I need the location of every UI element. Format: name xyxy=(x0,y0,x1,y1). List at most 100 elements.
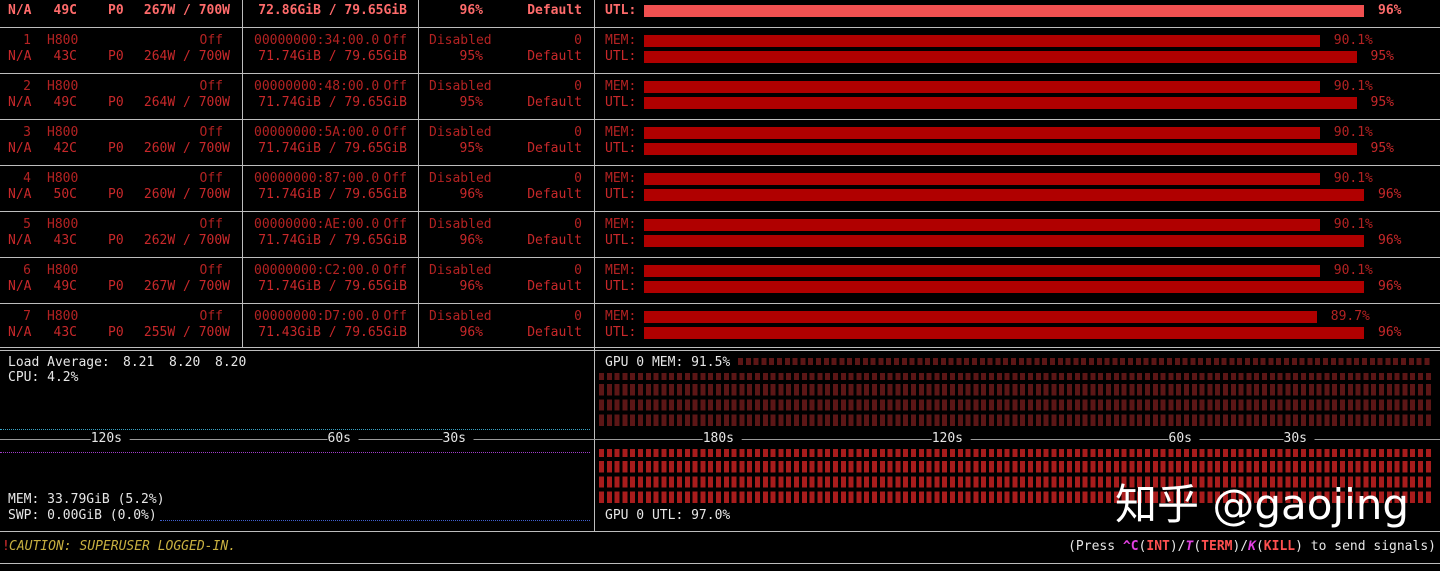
mig: Disabled xyxy=(429,125,492,140)
compute-mode: Default xyxy=(527,325,582,340)
mem-history xyxy=(598,373,1432,430)
mem-bar-label: 90.1% xyxy=(1333,33,1373,48)
fan: N/A xyxy=(8,3,32,18)
host-mem: MEM: 33.79GiB (5.2%) xyxy=(8,492,165,507)
perf-state: P0 xyxy=(108,95,124,110)
mem-bar xyxy=(644,219,1320,231)
ecc: 0 xyxy=(574,263,582,278)
bus-id: 00000000:D7:00.0 xyxy=(254,309,380,324)
gpu-util: 96% xyxy=(459,233,483,248)
utl-label: UTL: xyxy=(605,95,637,110)
temperature: 49C xyxy=(53,95,77,110)
signals-part: INT xyxy=(1146,539,1170,554)
persistence: Off xyxy=(199,33,223,48)
timeline-label: 30s xyxy=(1283,431,1315,447)
timeline-label: 120s xyxy=(90,431,130,447)
mem-label: MEM: xyxy=(605,79,637,94)
gpu-utl-history: GPU 0 UTL: 97.0% xyxy=(605,508,739,524)
memory-usage: 71.74GiB / 79.65GiB xyxy=(258,187,407,202)
memory-usage: 71.74GiB / 79.65GiB xyxy=(258,233,407,248)
ecc: 0 xyxy=(574,309,582,324)
power: 260W / 700W xyxy=(143,141,230,156)
utl-history xyxy=(598,449,1432,507)
bus-id: 00000000:AE:00.0 xyxy=(254,217,380,232)
fan: N/A xyxy=(8,49,32,64)
persistence: Off xyxy=(199,125,223,140)
swp-graph-line xyxy=(160,520,590,521)
utl-bar-label: 95% xyxy=(1370,95,1394,110)
fan: N/A xyxy=(8,233,32,248)
perf-state: P0 xyxy=(108,279,124,294)
display: Off xyxy=(383,171,407,186)
ecc: 0 xyxy=(574,79,582,94)
cpu: CPU: 4.2% xyxy=(8,370,79,385)
caution: CAUTION: SUPERUSER LOGGED-IN. xyxy=(9,539,236,554)
mem-bar-label: 90.1% xyxy=(1333,171,1373,186)
separator xyxy=(418,0,419,347)
fan: N/A xyxy=(8,141,32,156)
perf-state: P0 xyxy=(108,325,124,340)
signals-part: ( xyxy=(1193,539,1202,554)
separator xyxy=(0,563,1440,564)
gpu-index: 4 xyxy=(23,171,31,186)
gpu-index: 3 xyxy=(23,125,31,140)
separator xyxy=(0,73,1440,74)
utl-bar xyxy=(644,143,1357,155)
mem-graph-line xyxy=(0,452,590,453)
power: 264W / 700W xyxy=(143,49,230,64)
utl-bar xyxy=(644,235,1364,247)
compute-mode: Default xyxy=(527,233,582,248)
separator xyxy=(0,531,1440,532)
signals-part: ) to send signals) xyxy=(1295,539,1436,554)
separator xyxy=(594,0,595,531)
gpu-name: H800 xyxy=(47,79,79,94)
signals-part: (Press xyxy=(1068,539,1123,554)
load-average: 8.20 xyxy=(169,355,201,370)
perf-state: P0 xyxy=(108,187,124,202)
memory-usage: 71.74GiB / 79.65GiB xyxy=(258,141,407,156)
gpu-util: 95% xyxy=(459,49,483,64)
perf-state: P0 xyxy=(108,141,124,156)
power: 255W / 700W xyxy=(143,325,230,340)
mem-bar-label: 90.1% xyxy=(1333,79,1373,94)
temperature: 43C xyxy=(53,49,77,64)
memory-usage: 71.74GiB / 79.65GiB xyxy=(258,279,407,294)
ecc: 0 xyxy=(574,125,582,140)
separator xyxy=(0,257,1440,258)
perf-state: P0 xyxy=(108,3,124,18)
fan: N/A xyxy=(8,95,32,110)
mem-bar-label: 90.1% xyxy=(1333,217,1373,232)
cpu-graph-line xyxy=(0,429,590,430)
power: 264W / 700W xyxy=(143,95,230,110)
mem-label: MEM: xyxy=(605,33,637,48)
gpu-index: 1 xyxy=(23,33,31,48)
memory-usage: 71.74GiB / 79.65GiB xyxy=(258,49,407,64)
utl-bar xyxy=(644,189,1364,201)
bus-id: 00000000:87:00.0 xyxy=(254,171,380,186)
mig: Disabled xyxy=(429,217,492,232)
gpu-name: H800 xyxy=(47,171,79,186)
utl-label: UTL: xyxy=(605,325,637,340)
temperature: 43C xyxy=(53,233,77,248)
mem-bar xyxy=(644,173,1320,185)
separator xyxy=(242,0,243,347)
utl-bar-label: 96% xyxy=(1378,325,1402,340)
gpu-index: 2 xyxy=(23,79,31,94)
gpu-util: 96% xyxy=(459,325,483,340)
mem-bar xyxy=(644,35,1320,47)
gpu-name: H800 xyxy=(47,309,79,324)
gpu-name: H800 xyxy=(47,125,79,140)
separator xyxy=(0,27,1440,28)
mem-label: MEM: xyxy=(605,125,637,140)
utl-bar-label: 96% xyxy=(1378,3,1402,18)
fan: N/A xyxy=(8,279,32,294)
persistence: Off xyxy=(199,309,223,324)
power: 267W / 700W xyxy=(143,3,230,18)
utl-bar xyxy=(644,327,1364,339)
utl-label: UTL: xyxy=(605,49,637,64)
compute-mode: Default xyxy=(527,187,582,202)
mig: Disabled xyxy=(429,309,492,324)
compute-mode: Default xyxy=(527,141,582,156)
caution-mark: ! xyxy=(2,539,10,554)
mem-label: MEM: xyxy=(605,309,637,324)
